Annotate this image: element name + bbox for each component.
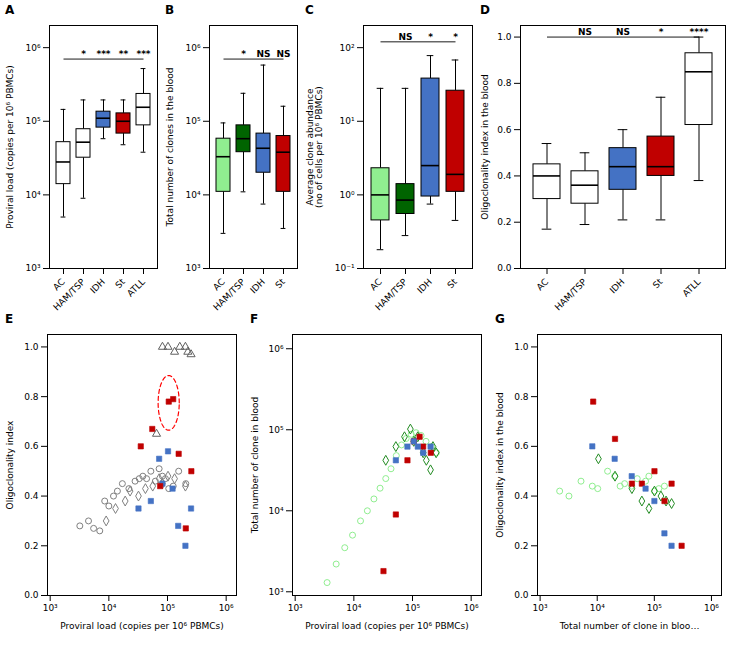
svg-text:St: St — [651, 276, 665, 290]
svg-text:****: **** — [690, 27, 709, 37]
svg-text:NS: NS — [398, 32, 412, 42]
svg-text:AC: AC — [51, 277, 67, 293]
svg-text:10⁶: 10⁶ — [464, 603, 479, 613]
svg-text:10⁵: 10⁵ — [25, 116, 40, 126]
svg-text:10⁵: 10⁵ — [405, 603, 420, 613]
svg-text:10³: 10³ — [185, 263, 200, 273]
svg-text:10⁶: 10⁶ — [185, 43, 200, 53]
svg-text:***: *** — [136, 49, 150, 59]
svg-text:0.2: 0.2 — [514, 541, 528, 551]
svg-text:10¹: 10¹ — [339, 116, 354, 126]
svg-text:0.8: 0.8 — [24, 392, 39, 402]
svg-text:10⁶: 10⁶ — [704, 603, 719, 613]
svg-text:1.0: 1.0 — [514, 342, 529, 352]
svg-text:Total number of clones in the: Total number of clones in the blood — [165, 68, 175, 228]
svg-text:10⁶: 10⁶ — [219, 603, 234, 613]
svg-text:*: * — [81, 49, 86, 59]
svg-text:10⁰: 10⁰ — [339, 190, 354, 200]
svg-text:HAM/TSP: HAM/TSP — [553, 276, 589, 312]
svg-text:ATLL: ATLL — [125, 277, 147, 299]
html-text:F: F — [250, 312, 259, 326]
svg-text:10³: 10³ — [268, 587, 283, 597]
svg-text:Oligoclonality index in the bl: Oligoclonality index in the blood — [480, 74, 490, 219]
html-text:A: A — [5, 3, 15, 17]
svg-text:IDH: IDH — [415, 277, 434, 296]
svg-text:0.4: 0.4 — [24, 491, 39, 501]
svg-text:Oligoclonality index: Oligoclonality index — [5, 420, 15, 509]
svg-text:NS: NS — [276, 49, 290, 59]
svg-text:**: ** — [119, 49, 129, 59]
svg-text:HAM/TSP: HAM/TSP — [373, 276, 409, 312]
svg-text:*: * — [453, 32, 458, 42]
svg-text:Proviral load (copies per 10⁶: Proviral load (copies per 10⁶ PBMCs) — [5, 65, 15, 229]
svg-text:HAM/TSP: HAM/TSP — [211, 276, 247, 312]
svg-text:AC: AC — [211, 277, 227, 293]
svg-text:10³: 10³ — [533, 603, 548, 613]
svg-text:*: * — [428, 32, 433, 42]
svg-text:Proviral load (copies per 10⁶: Proviral load (copies per 10⁶ PBMCs) — [60, 621, 224, 631]
svg-text:10³: 10³ — [25, 263, 40, 273]
svg-text:10⁵: 10⁵ — [647, 603, 662, 613]
svg-text:10⁴: 10⁴ — [101, 603, 116, 613]
svg-text:10⁴: 10⁴ — [346, 603, 361, 613]
svg-text:St: St — [113, 276, 127, 290]
svg-text:10⁵: 10⁵ — [268, 425, 283, 435]
svg-text:0.2: 0.2 — [24, 541, 38, 551]
svg-text:10²: 10² — [339, 43, 354, 53]
svg-text:AC: AC — [535, 277, 551, 293]
svg-text:10⁴: 10⁴ — [25, 190, 40, 200]
svg-text:Total number of clone in bloo…: Total number of clone in bloo… — [559, 621, 700, 631]
svg-text:0.4: 0.4 — [514, 491, 529, 501]
svg-text:Proviral load (copies per 10⁶: Proviral load (copies per 10⁶ PBMCs) — [305, 621, 469, 631]
svg-text:10⁵: 10⁵ — [160, 603, 175, 613]
svg-text:0.4: 0.4 — [497, 171, 512, 181]
svg-text:10⁶: 10⁶ — [25, 43, 40, 53]
svg-text:0.0: 0.0 — [24, 590, 39, 600]
svg-text:Total number of clone in blood: Total number of clone in blood — [250, 397, 260, 534]
svg-text:NS: NS — [578, 27, 592, 37]
svg-text:10⁴: 10⁴ — [185, 190, 200, 200]
svg-text:10⁻¹: 10⁻¹ — [335, 263, 355, 273]
svg-text:10³: 10³ — [288, 603, 303, 613]
svg-text:10³: 10³ — [43, 603, 58, 613]
svg-text:HAM/TSP: HAM/TSP — [51, 276, 87, 312]
html-text:C: C — [305, 3, 314, 17]
svg-text:10⁵: 10⁵ — [185, 116, 200, 126]
svg-text:0.6: 0.6 — [514, 441, 529, 451]
svg-text:NS: NS — [256, 49, 270, 59]
svg-text:St: St — [445, 276, 459, 290]
svg-text:0.0: 0.0 — [514, 590, 529, 600]
html-text:B: B — [165, 3, 175, 17]
svg-text:0.0: 0.0 — [497, 263, 512, 273]
svg-text:1.0: 1.0 — [497, 32, 512, 42]
svg-text:0.8: 0.8 — [497, 78, 512, 88]
svg-text:0.8: 0.8 — [514, 392, 529, 402]
svg-text:10⁴: 10⁴ — [268, 506, 283, 516]
svg-text:Average clone abundance(no of: Average clone abundance(no of cells per … — [305, 86, 324, 208]
svg-text:IDH: IDH — [88, 277, 107, 296]
svg-text:St: St — [273, 276, 287, 290]
html-text:G: G — [495, 312, 505, 326]
svg-text:0.6: 0.6 — [24, 441, 39, 451]
svg-text:0.6: 0.6 — [497, 125, 512, 135]
svg-text:*: * — [659, 27, 664, 37]
svg-text:1.0: 1.0 — [24, 342, 39, 352]
html-text:D: D — [480, 3, 490, 17]
svg-text:***: *** — [96, 49, 110, 59]
svg-text:IDH: IDH — [248, 277, 267, 296]
html-text:E: E — [5, 312, 14, 326]
svg-text:10⁶: 10⁶ — [268, 344, 283, 354]
svg-text:AC: AC — [368, 277, 384, 293]
svg-text:0.2: 0.2 — [497, 217, 511, 227]
svg-text:Oligoclonality index in the bl: Oligoclonality index in the blood — [495, 392, 505, 537]
svg-text:ATLL: ATLL — [681, 277, 703, 299]
svg-text:IDH: IDH — [608, 277, 627, 296]
svg-text:*: * — [241, 49, 246, 59]
svg-text:10⁴: 10⁴ — [590, 603, 605, 613]
svg-text:NS: NS — [616, 27, 630, 37]
